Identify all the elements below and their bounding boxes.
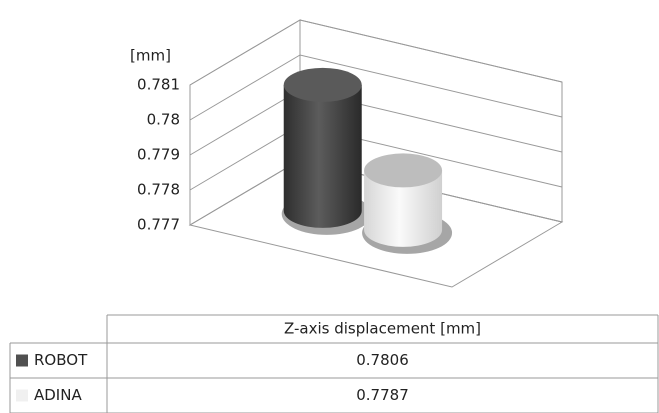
table-value: 0.7806 [356,351,409,369]
grid-line [189,54,563,121]
table-value: 0.7787 [356,386,409,404]
grid-line [189,19,563,86]
y-axis-label: [mm] [130,47,171,65]
grid-line [189,89,563,156]
y-tick-label: 0.781 [137,76,180,94]
legend-label: ADINA [34,386,82,404]
y-tick-label: 0.777 [137,216,180,234]
y-tick-label: 0.78 [147,111,180,129]
legend-label: ROBOT [34,351,88,369]
cylinder-top [283,67,362,102]
y-tick-label: 0.778 [137,181,180,199]
cylinder-body [283,84,362,228]
legend-swatch [16,354,28,367]
cylinder-body [364,170,443,247]
table-header: Z-axis displacement [mm] [284,320,481,338]
legend-swatch [16,389,28,402]
y-tick-label: 0.779 [137,146,180,164]
cylinder-top [364,153,443,188]
cylinder [362,153,453,254]
cylinder [281,67,372,235]
